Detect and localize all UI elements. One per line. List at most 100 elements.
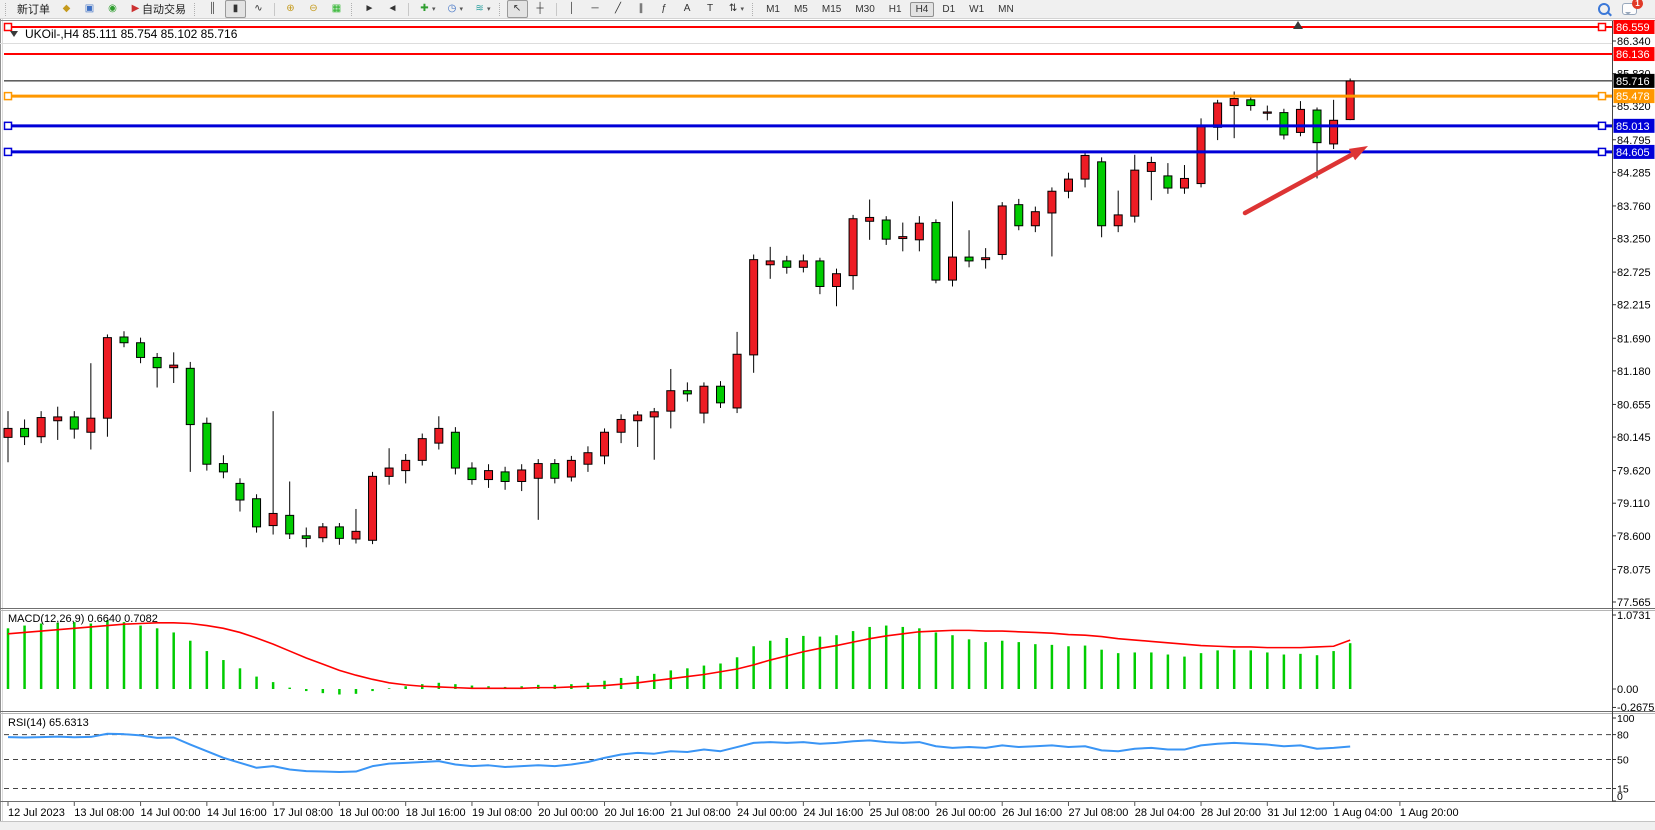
autotrade-button[interactable]: ▶ 自动交易 xyxy=(125,0,190,18)
hline-icon: ─ xyxy=(591,3,599,14)
candle-body xyxy=(36,417,46,438)
time-label: 28 Jul 04:00 xyxy=(1135,807,1195,819)
chevron-down-icon: ▾ xyxy=(740,6,745,13)
candle-body xyxy=(1030,211,1040,227)
time-label: 13 Jul 08:00 xyxy=(74,807,134,819)
candle-body xyxy=(1014,204,1024,227)
tile-windows-button[interactable]: ▦ xyxy=(326,0,347,18)
rsi-tick-label: 50 xyxy=(1617,755,1629,767)
candlestick-chart-button[interactable]: ▮ xyxy=(225,0,246,18)
price-badge-label: 86.136 xyxy=(1616,49,1650,61)
candle-body xyxy=(732,353,742,409)
fibonacci-button[interactable]: ƒ xyxy=(654,0,675,18)
candle xyxy=(401,453,411,484)
timeframe-MN[interactable]: MN xyxy=(998,4,1014,15)
trendline-button[interactable]: ╱ xyxy=(608,0,629,18)
trend-arrow[interactable] xyxy=(1242,146,1368,216)
candle-body xyxy=(600,431,610,457)
shapes-icon: ⇅ xyxy=(728,3,738,14)
chevron-down-icon: ▾ xyxy=(459,6,464,13)
candle xyxy=(368,471,378,545)
signals-button[interactable]: ◉ xyxy=(102,0,123,18)
new-chart-button[interactable]: ✚ ▾ xyxy=(414,0,440,18)
auto-scroll-button[interactable]: ► xyxy=(359,0,380,18)
line-handle[interactable] xyxy=(3,22,13,32)
price-badge xyxy=(1613,89,1655,104)
period-button[interactable]: ◷ ▾ xyxy=(442,0,468,18)
timeframe-H1[interactable]: H1 xyxy=(888,4,902,15)
period-icon: ◷ xyxy=(447,3,457,14)
horizontal-line-button[interactable]: ─ xyxy=(585,0,606,18)
price-tick-label: 82.725 xyxy=(1617,267,1651,279)
line-handle[interactable] xyxy=(3,91,13,101)
cursor-button[interactable]: ↖ xyxy=(506,0,528,18)
cursor-icon: ↖ xyxy=(512,3,522,14)
line-handle[interactable] xyxy=(1597,22,1607,32)
auto-scroll-icon: ► xyxy=(364,3,375,14)
candle-body xyxy=(898,236,908,240)
timeframe-H4[interactable]: H4 xyxy=(909,2,935,17)
window-bottom-strip xyxy=(0,822,1655,830)
candle xyxy=(136,337,146,364)
candle xyxy=(881,216,891,245)
candle xyxy=(334,523,344,545)
candle xyxy=(417,433,427,466)
timeframe-M1[interactable]: M1 xyxy=(766,4,780,15)
up-arrow-marker[interactable] xyxy=(1293,21,1303,29)
vertical-line-button[interactable]: │ xyxy=(562,0,583,18)
line-handle[interactable] xyxy=(3,147,13,157)
shapes-button[interactable]: ⇅ ▾ xyxy=(723,0,749,18)
candle xyxy=(1113,190,1123,233)
bar-chart-button[interactable]: ║ xyxy=(202,0,223,18)
candle xyxy=(914,216,924,252)
zoom-in-button[interactable]: ⊕ xyxy=(280,0,301,18)
candle-body xyxy=(1163,175,1173,189)
timeframe-D1[interactable]: D1 xyxy=(942,4,956,15)
toolbar-separator xyxy=(408,2,409,16)
candle xyxy=(633,411,643,447)
price-tick-label: 83.760 xyxy=(1617,201,1651,213)
line-chart-button[interactable]: ∿ xyxy=(248,0,269,18)
candle xyxy=(169,352,179,384)
crosshair-button[interactable]: ┼ xyxy=(530,0,551,18)
line-handle[interactable] xyxy=(3,121,13,131)
timeframe-M30[interactable]: M30 xyxy=(855,4,875,15)
candle-body xyxy=(1329,119,1339,145)
label-tool-button[interactable]: T xyxy=(700,0,721,18)
signals-icon: ◉ xyxy=(108,3,117,14)
candle-body xyxy=(649,411,659,418)
candle-body xyxy=(815,260,825,287)
channel-button[interactable]: ∥ xyxy=(631,0,652,18)
chart-title-symbol: UKOil-,H4 xyxy=(25,27,79,41)
candle-body xyxy=(832,273,841,287)
candle-body xyxy=(401,459,411,472)
timeframe-W1[interactable]: W1 xyxy=(969,4,985,15)
notifications-icon[interactable]: 1 xyxy=(1622,0,1643,15)
line-handle[interactable] xyxy=(1597,91,1607,101)
candle xyxy=(450,427,460,475)
candle xyxy=(1146,156,1156,201)
terminal-button[interactable]: ▣ xyxy=(79,0,100,18)
indicators-button[interactable]: ≋ ▾ xyxy=(469,0,495,18)
zoom-out-button[interactable]: ⊖ xyxy=(303,0,324,18)
candle xyxy=(782,255,792,274)
price-tick-label: 79.110 xyxy=(1617,498,1650,510)
candle-body xyxy=(1080,154,1090,180)
price-badge xyxy=(1613,73,1655,88)
candle-body xyxy=(981,257,991,261)
candle-body xyxy=(20,427,30,438)
price-tick-label: 78.075 xyxy=(1617,564,1651,576)
search-icon[interactable] xyxy=(1598,3,1610,15)
candle-body xyxy=(1196,126,1206,185)
timeframe-M5[interactable]: M5 xyxy=(793,4,808,15)
chart-title-dropdown-icon[interactable] xyxy=(10,31,18,37)
line-handle[interactable] xyxy=(1597,147,1607,157)
text-tool-button[interactable]: A xyxy=(677,0,698,18)
chart-shift-button[interactable]: ◄ xyxy=(382,0,403,18)
candle-body xyxy=(765,260,775,266)
timeframe-M15[interactable]: M15 xyxy=(821,4,842,15)
line-handle[interactable] xyxy=(1597,121,1607,131)
channel-icon: ∥ xyxy=(638,3,644,14)
new-order-button[interactable]: 新订单 xyxy=(13,0,54,18)
market-watch-button[interactable]: ◆ xyxy=(56,0,77,18)
